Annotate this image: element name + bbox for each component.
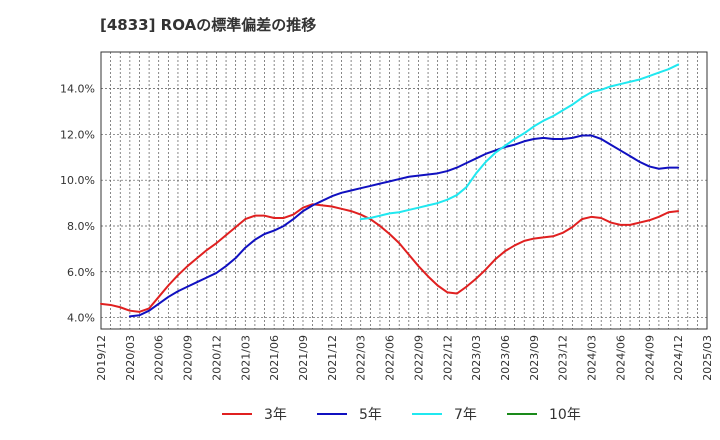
x-tick-label: 2020/06 bbox=[153, 335, 166, 381]
y-tick-label: 12.0% bbox=[60, 128, 95, 141]
series-line-3年 bbox=[100, 203, 680, 313]
x-tick-label: 2022/09 bbox=[412, 335, 425, 381]
x-tick-label: 2021/06 bbox=[268, 335, 281, 381]
x-tick-label: 2024/03 bbox=[586, 335, 599, 381]
x-tick-label: 2021/09 bbox=[297, 335, 310, 381]
legend: 3年 5年 7年 10年 bbox=[222, 407, 581, 423]
x-tick-label: 2020/03 bbox=[124, 335, 137, 381]
x-tick-label: 2020/12 bbox=[210, 335, 223, 381]
y-tick-label: 14.0% bbox=[60, 83, 95, 96]
y-tick-label: 6.0% bbox=[67, 266, 95, 279]
series-lines bbox=[100, 63, 680, 318]
chart-title: [4833] ROAの標準偏差の推移 bbox=[100, 16, 317, 34]
plot-area-border bbox=[100, 51, 708, 330]
x-tick-label: 2020/09 bbox=[182, 335, 195, 381]
y-axis-ticks: 4.0% 6.0% 8.0% 10.0% 12.0% 14.0% bbox=[60, 83, 95, 325]
x-tick-label: 2022/06 bbox=[384, 335, 397, 381]
x-tick-label: 2022/03 bbox=[355, 335, 368, 381]
x-tick-label: 2025/03 bbox=[701, 335, 714, 381]
y-tick-label: 10.0% bbox=[60, 174, 95, 187]
x-tick-label: 2023/06 bbox=[499, 335, 512, 381]
grid-lines bbox=[101, 52, 707, 329]
x-tick-label: 2021/12 bbox=[326, 335, 339, 381]
x-tick-label: 2023/03 bbox=[470, 335, 483, 381]
y-tick-label: 8.0% bbox=[67, 220, 95, 233]
x-tick-label: 2024/06 bbox=[614, 335, 627, 381]
series-line-5年 bbox=[128, 134, 680, 318]
x-tick-label: 2023/09 bbox=[528, 335, 541, 381]
y-tick-label: 4.0% bbox=[67, 312, 95, 325]
x-axis-ticks: 2019/12 2020/03 2020/06 2020/09 2020/12 2021/… bbox=[95, 335, 714, 381]
series-line-7年 bbox=[359, 63, 680, 221]
legend-label: 3年 bbox=[264, 407, 287, 423]
x-tick-label: 2022/12 bbox=[441, 335, 454, 381]
x-tick-label: 2024/12 bbox=[672, 335, 685, 381]
x-tick-label: 2021/03 bbox=[239, 335, 252, 381]
legend-label: 10年 bbox=[549, 407, 581, 423]
x-tick-label: 2024/09 bbox=[643, 335, 656, 381]
x-tick-label: 2023/12 bbox=[557, 335, 570, 381]
x-tick-label: 2019/12 bbox=[95, 335, 108, 381]
legend-label: 7年 bbox=[454, 407, 477, 423]
legend-label: 5年 bbox=[359, 407, 382, 423]
